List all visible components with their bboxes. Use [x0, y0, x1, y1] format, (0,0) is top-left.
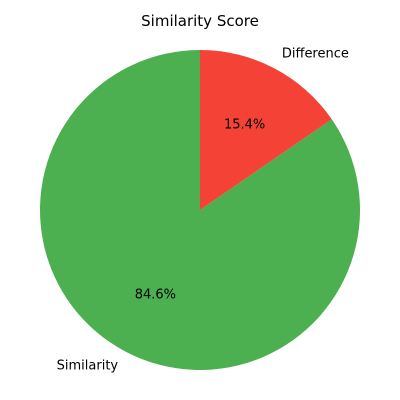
chart-title: Similarity Score [141, 12, 259, 30]
slice-label-similarity: Similarity [57, 358, 119, 373]
pie-slice-similarity [40, 50, 361, 370]
slice-percent-difference: 15.4% [224, 118, 265, 133]
pie-labels: Similarity 84.6% Difference 15.4% [57, 47, 349, 374]
pie-slices [40, 49, 361, 370]
pie-slice-difference [200, 49, 332, 210]
slice-percent-similarity: 84.6% [135, 287, 176, 302]
slice-label-difference: Difference [282, 47, 349, 62]
